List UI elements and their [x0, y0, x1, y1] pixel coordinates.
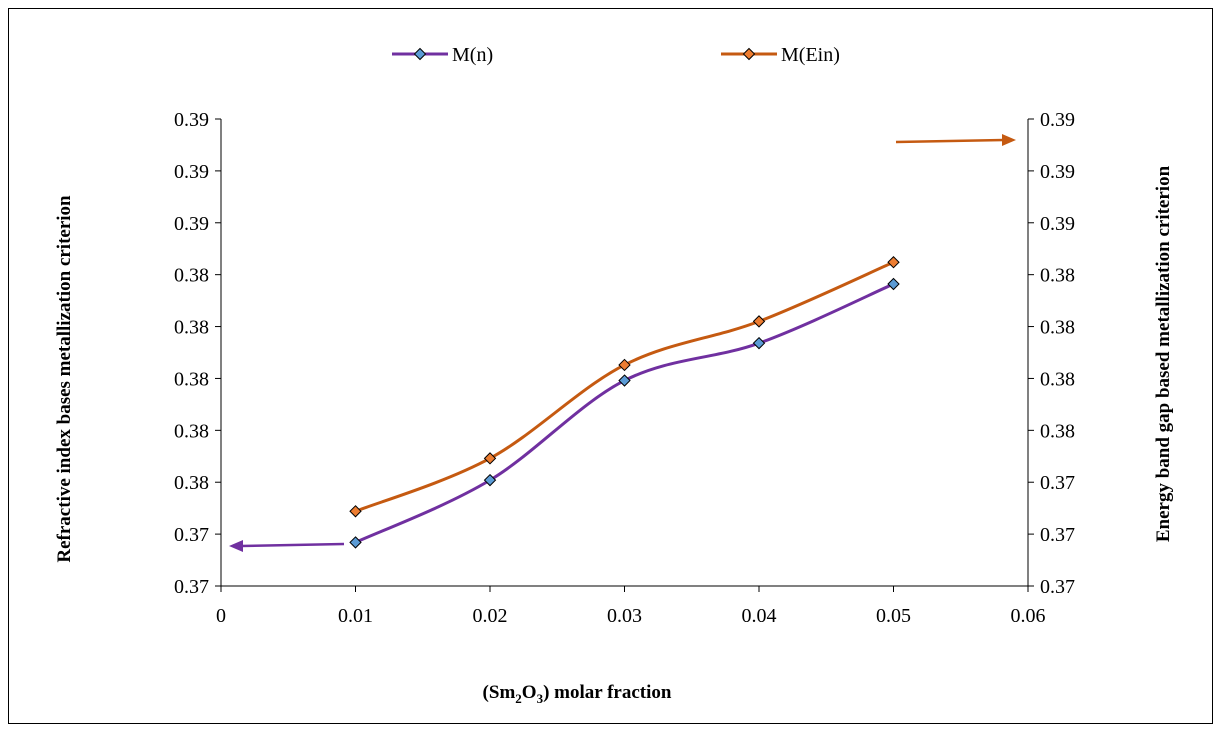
data-point-m-n [887, 277, 900, 291]
left-y-tick-label: 0.38 [174, 472, 209, 494]
left-y-tick-label: 0.38 [174, 368, 209, 390]
x-axis-title-part: (Sm [483, 682, 516, 703]
x-tick-label: 0.02 [473, 605, 508, 627]
right-y-tick-label: 0.37 [1040, 576, 1075, 598]
x-tick-label: 0.04 [742, 605, 777, 627]
left-y-tick-label: 0.39 [174, 213, 209, 235]
left-y-tick-label: 0.39 [174, 109, 209, 131]
line-chart: 0 0.01 0.02 0.03 0.04 0.05 0.06 0.370.370.380.… [54, 44, 1174, 706]
left-y-tick-label: 0.38 [174, 317, 209, 339]
data-point-m-ein [752, 315, 766, 328]
x-axis-title-part: ) molar fraction [543, 682, 672, 703]
data-point-m-ein [483, 452, 497, 465]
x-tick-labels: 0 0.01 0.02 0.03 0.04 0.05 0.06 [216, 586, 1046, 627]
left-y-tick-label: 0.38 [174, 420, 209, 442]
right-y-tick-label: 0.37 [1040, 472, 1075, 494]
right-y-tick-label: 0.38 [1040, 420, 1075, 442]
legend-label-m-ein: M(Ein) [781, 44, 840, 66]
data-point-m-n [349, 536, 362, 549]
right-y-tick-label: 0.38 [1040, 368, 1075, 390]
right-y-tick-label: 0.38 [1040, 317, 1075, 339]
series-line-m-n [354, 282, 895, 544]
right-y-tick-label: 0.39 [1040, 161, 1075, 183]
left-y-tick-label: 0.38 [174, 265, 209, 287]
x-tick-label: 0.03 [607, 605, 642, 627]
legend-marker-m-n [413, 47, 427, 61]
data-point-m-ein [349, 505, 362, 518]
x-tick-label: 0.01 [338, 605, 373, 627]
data-point-m-n [483, 473, 497, 487]
left-y-tick-label: 0.37 [174, 524, 209, 546]
x-axis-title-part: O [522, 682, 537, 703]
series-layer [349, 256, 900, 549]
right-axis-arrow-head [1002, 134, 1016, 146]
left-y-axis-title: Refractive index bases metallization cri… [54, 195, 75, 563]
right-axis-arrow-line [895, 138, 1005, 144]
legend-label-m-n: M(n) [452, 44, 493, 66]
right-y-tick-label: 0.37 [1040, 524, 1075, 546]
left-axis-arrow-line [240, 542, 345, 548]
data-point-m-n [752, 336, 766, 350]
x-axis-title-subscript: 2 [515, 691, 522, 706]
left-y-tick-labels: 0.37 0.37 0.38 0.38 0.38 0.38 0.38 0.39 0.39 0.39 [174, 109, 221, 598]
left-y-tick-label: 0.37 [174, 576, 209, 598]
x-tick-label: 0.05 [876, 605, 911, 627]
data-point-m-n [618, 374, 631, 387]
right-y-tick-labels: 0.37 0.37 0.37 0.38 0.38 0.38 0.38 0.39 0.39 0.39 [1028, 109, 1075, 598]
x-axis-title: (Sm2O3) molar fraction [483, 682, 672, 706]
legend: M(n) M(Ein) [392, 44, 840, 66]
left-axis-arrow-head [229, 540, 243, 552]
axis-arrows [229, 134, 1016, 552]
x-tick-label: 0 [216, 605, 226, 627]
data-point-m-ein [618, 358, 631, 372]
series-line-m-ein [354, 260, 895, 513]
left-y-tick-label: 0.39 [174, 161, 209, 183]
right-y-tick-label: 0.39 [1040, 213, 1075, 235]
right-y-tick-label: 0.38 [1040, 265, 1075, 287]
right-y-axis-title: Energy band gap based metallization crit… [1153, 165, 1174, 542]
chart-frame: 0 0.01 0.02 0.03 0.04 0.05 0.06 0.37 0.37 0.38 0.… [8, 8, 1213, 724]
x-tick-label: 0.06 [1011, 605, 1046, 627]
right-y-tick-label: 0.39 [1040, 109, 1075, 131]
axes [220, 119, 1029, 587]
legend-marker-m-ein [742, 47, 756, 61]
data-point-m-ein [887, 256, 900, 269]
x-axis-title-subscript: 3 [537, 691, 544, 706]
